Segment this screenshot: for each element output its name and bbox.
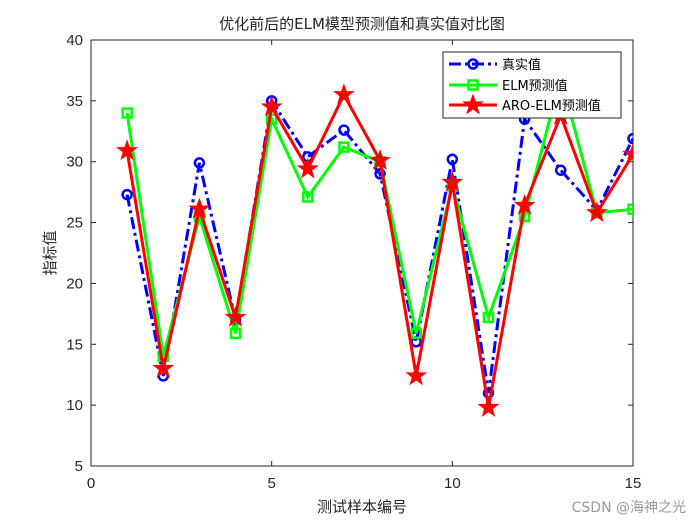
watermark: CSDN @海神之光: [571, 500, 686, 516]
y-tick-label: 20: [66, 275, 83, 292]
x-tick-label: 15: [625, 475, 642, 492]
chart-title: 优化前后的ELM模型预测值和真实值对比图: [219, 15, 505, 33]
star-marker-icon: [441, 170, 464, 192]
circle-marker-icon: [467, 58, 479, 70]
square-marker-icon: [121, 107, 133, 119]
circle-marker-icon: [193, 157, 206, 169]
circle-marker-icon: [554, 164, 567, 176]
y-tick-label: 5: [75, 458, 83, 475]
circle-marker-icon: [627, 132, 633, 145]
square-marker-icon: [302, 191, 314, 203]
legend-item: ELM预测值: [449, 78, 568, 94]
circle-marker-icon: [374, 168, 386, 180]
y-tick-label: 10: [66, 397, 83, 414]
circle-marker-icon: [446, 153, 459, 166]
y-axis-label: 指标值: [41, 230, 59, 275]
star-marker-icon: [477, 396, 500, 417]
x-tick-label: 10: [444, 475, 461, 492]
legend-label: ARO-ELM预测值: [502, 98, 601, 114]
star-marker-icon: [622, 142, 633, 164]
square-marker-icon: [467, 79, 479, 91]
star-marker-icon: [332, 83, 355, 105]
y-tick-label: 25: [66, 215, 83, 232]
star-marker-icon: [513, 193, 536, 215]
x-tick-label: 5: [267, 475, 275, 492]
y-tick-label: 30: [66, 154, 83, 171]
y-tick-label: 40: [66, 32, 83, 49]
legend-item: 真实值: [449, 57, 541, 73]
star-marker-icon: [296, 157, 319, 179]
square-marker-icon: [338, 141, 350, 153]
star-marker-icon: [116, 139, 139, 161]
x-tick-label: 0: [87, 475, 95, 492]
square-marker-icon: [229, 327, 242, 340]
legend-label: ELM预测值: [502, 78, 568, 94]
y-tick-label: 35: [66, 93, 83, 110]
series-line: [125, 96, 633, 394]
star-marker-icon: [369, 148, 392, 170]
legend-item: ARO-ELM预测值: [449, 93, 601, 115]
star-marker-icon: [405, 364, 428, 386]
series-layer: [116, 70, 633, 417]
legend-label: 真实值: [502, 57, 541, 73]
x-axis-label: 测试样本编号: [317, 498, 407, 516]
legend: 真实值 ELM预测值 ARO-ELM预测值: [442, 51, 622, 119]
star-marker-icon: [224, 305, 247, 327]
star-marker-icon: [152, 357, 175, 378]
square-marker-icon: [627, 203, 633, 215]
star-marker-icon: [462, 93, 484, 115]
series-2: [116, 83, 633, 417]
star-marker-icon: [585, 201, 608, 223]
star-marker-icon: [188, 197, 211, 219]
square-marker-icon: [410, 327, 422, 340]
square-marker-icon: [482, 311, 495, 324]
circle-marker-icon: [121, 188, 133, 201]
star-marker-icon: [260, 95, 283, 117]
y-tick-label: 15: [66, 336, 83, 353]
circle-marker-icon: [338, 124, 350, 136]
